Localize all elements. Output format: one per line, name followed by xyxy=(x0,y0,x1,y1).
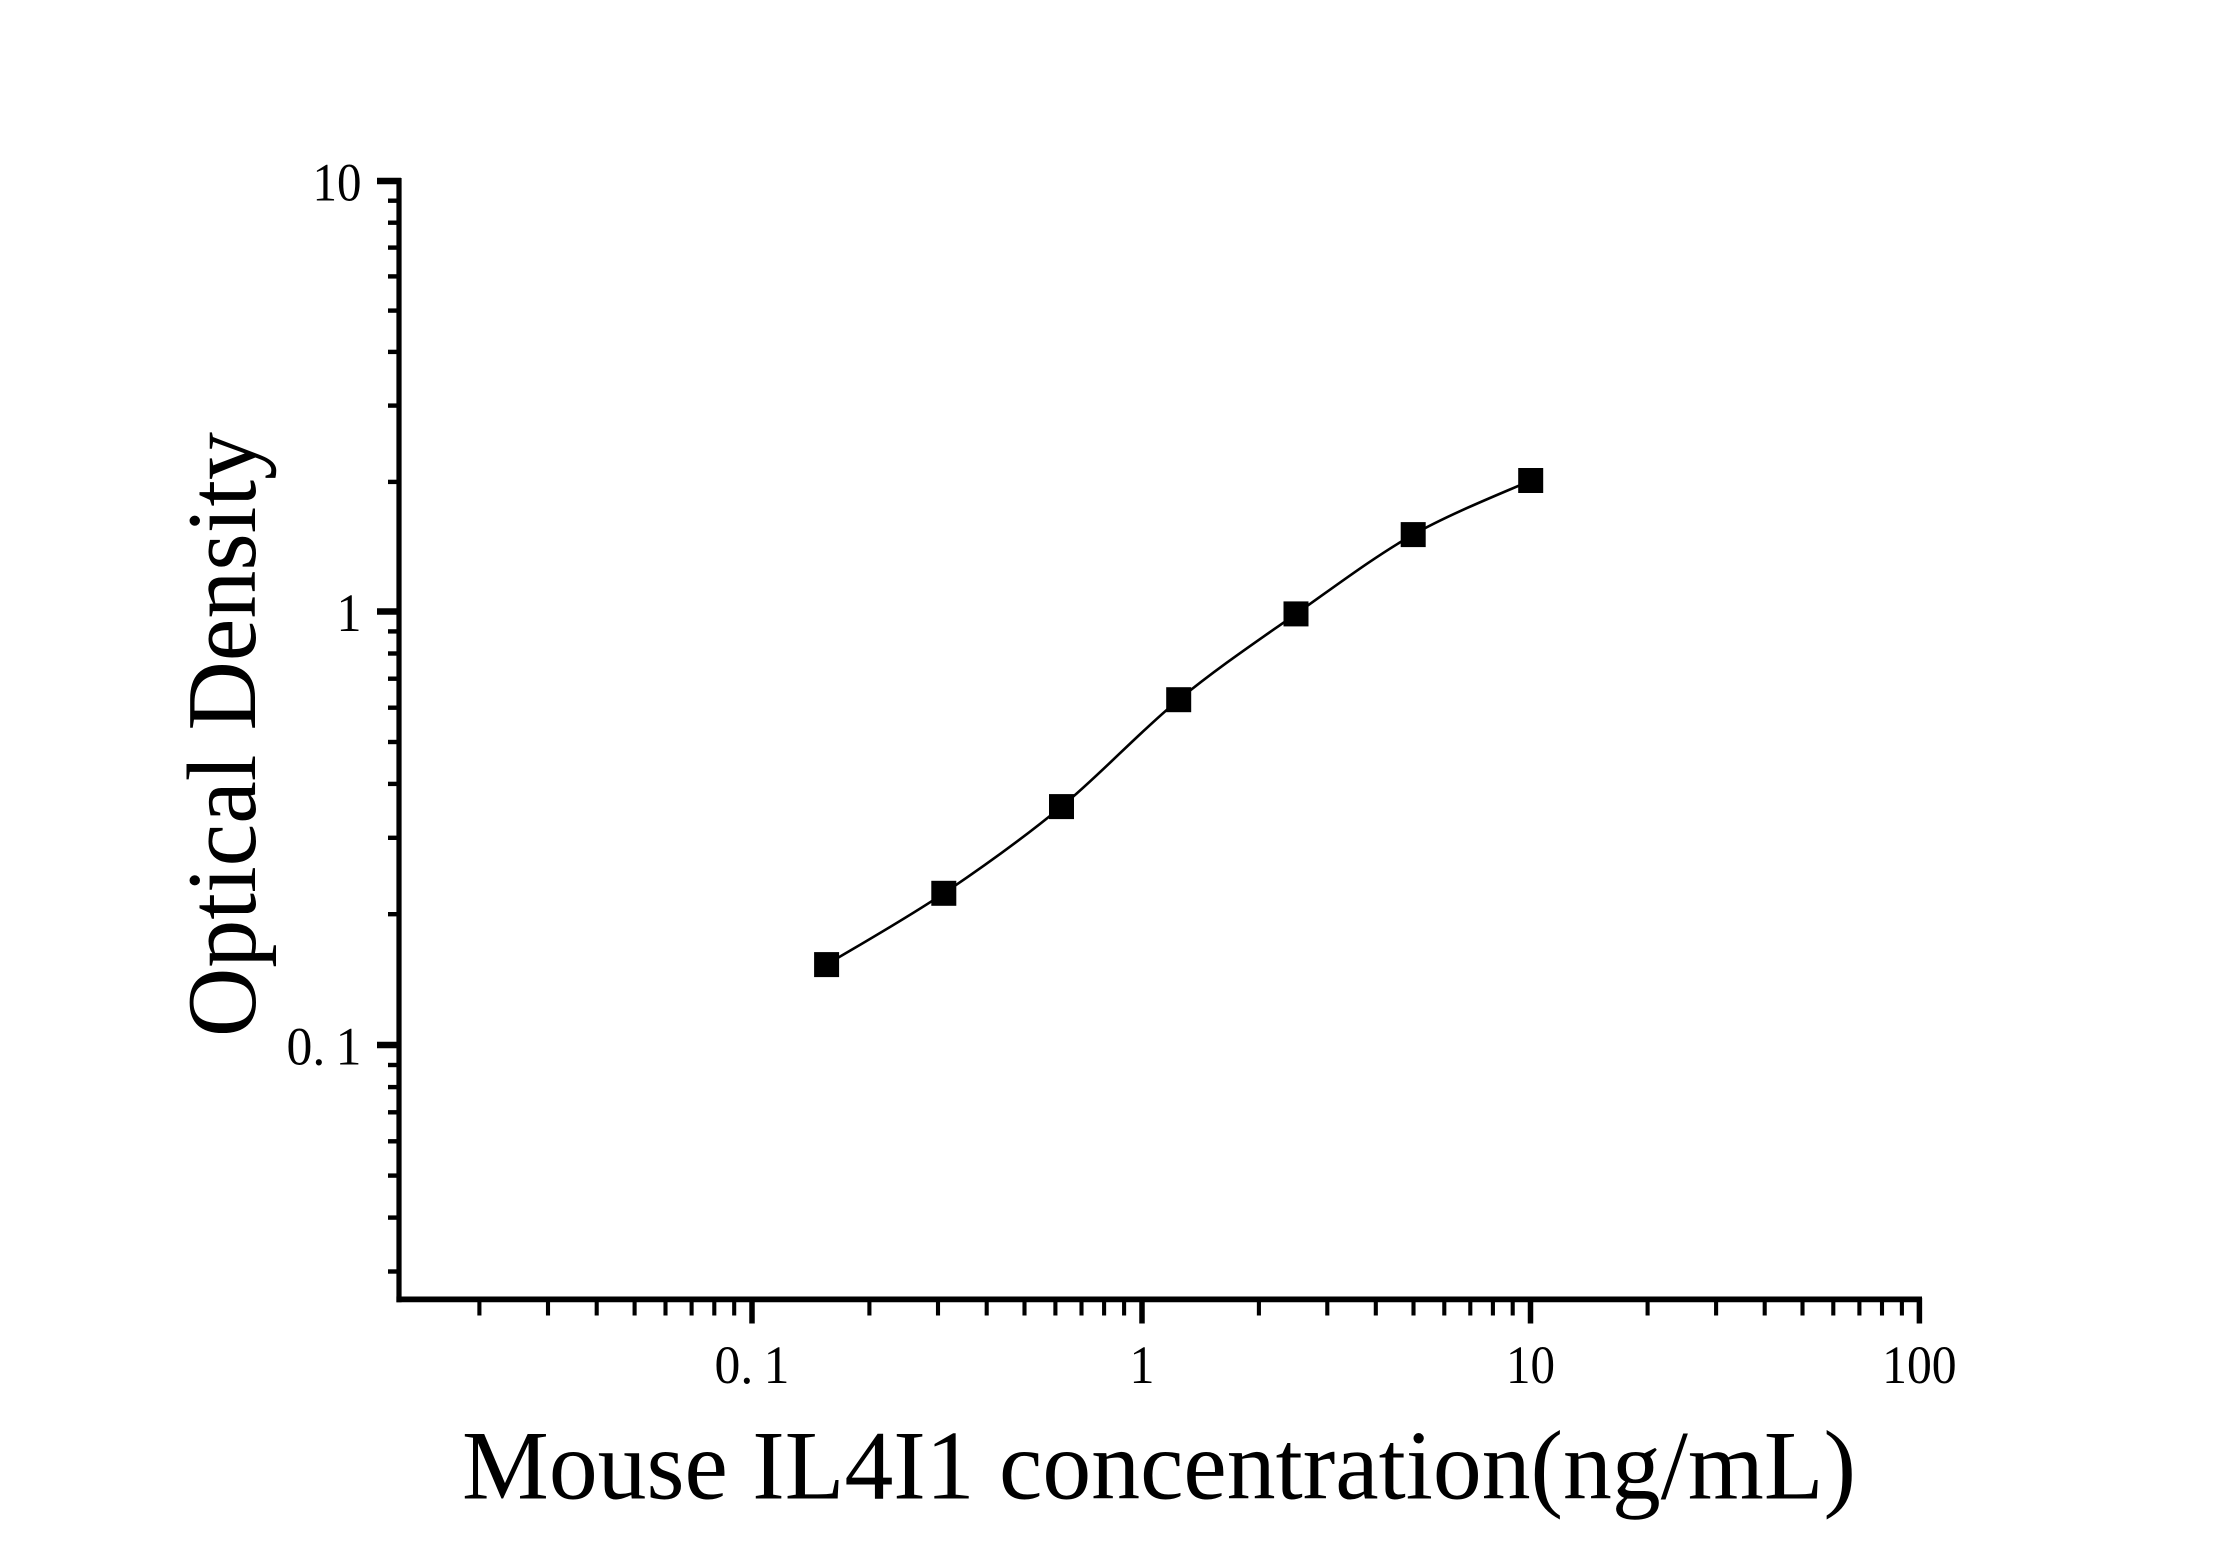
svg-text:0. 1: 0. 1 xyxy=(287,1017,362,1077)
svg-text:Optical Density: Optical Density xyxy=(168,432,277,1037)
svg-text:10: 10 xyxy=(313,153,362,213)
svg-text:0. 1: 0. 1 xyxy=(715,1335,790,1395)
svg-text:Mouse IL4I1 concentration(ng/m: Mouse IL4I1 concentration(ng/mL) xyxy=(462,1412,1856,1521)
svg-text:10: 10 xyxy=(1506,1335,1555,1395)
svg-text:100: 100 xyxy=(1882,1335,1957,1395)
svg-text:1: 1 xyxy=(337,583,362,643)
svg-text:1: 1 xyxy=(1130,1335,1155,1395)
